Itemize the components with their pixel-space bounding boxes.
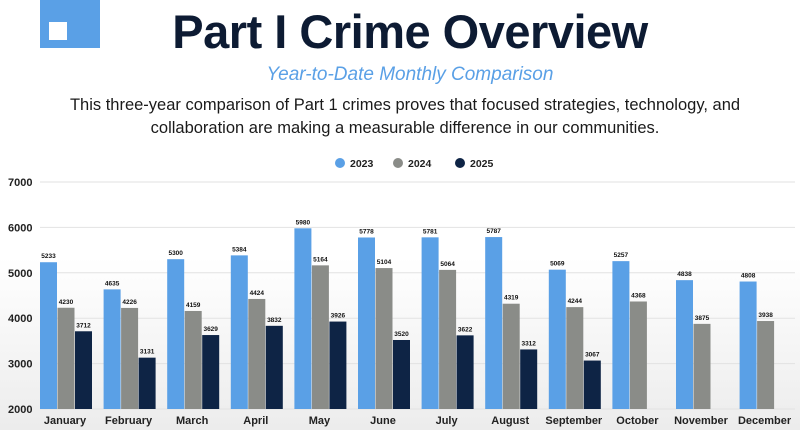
data-label: 3131: [140, 349, 155, 356]
data-label: 3712: [76, 322, 91, 329]
data-label: 4808: [741, 273, 756, 280]
x-tick-label: January: [44, 415, 87, 427]
bar-2024-october: [629, 301, 647, 409]
bar-2024-may: [311, 265, 329, 409]
data-label: 4159: [186, 302, 201, 309]
bar-2025-august: [520, 349, 538, 409]
data-label: 3926: [331, 313, 346, 320]
bar-2025-may: [329, 321, 347, 409]
bar-2023-june: [358, 237, 375, 409]
legend-marker-2023: [335, 158, 345, 168]
x-tick-label: November: [674, 415, 729, 427]
data-label: 5384: [232, 246, 247, 253]
bar-2024-june: [375, 268, 393, 409]
data-label: 5781: [423, 228, 438, 235]
legend-label-2023: 2023: [350, 158, 374, 170]
data-label: 5069: [550, 261, 565, 268]
legend-marker-2025: [455, 158, 465, 168]
data-label: 5787: [486, 228, 501, 235]
x-tick-label: March: [176, 415, 209, 427]
bar-2024-november: [693, 323, 711, 409]
bar-2023-november: [676, 280, 693, 409]
data-label: 3622: [458, 326, 473, 333]
bar-2024-april: [248, 298, 266, 409]
x-tick-label: May: [309, 415, 331, 427]
x-tick-label: August: [491, 415, 529, 427]
data-label: 4635: [105, 280, 120, 287]
y-tick-label: 2000: [8, 404, 32, 416]
data-label: 5778: [359, 228, 374, 235]
description: This three-year comparison of Part 1 cri…: [69, 96, 741, 137]
data-label: 5064: [440, 261, 455, 268]
data-label: 3832: [267, 317, 282, 324]
bar-2025-february: [138, 357, 156, 409]
y-tick-label: 5000: [8, 268, 32, 280]
bar-2023-february: [103, 289, 121, 409]
bar-2024-december: [757, 321, 775, 409]
data-label: 3875: [695, 315, 710, 322]
bar-2023-september: [548, 269, 566, 409]
x-tick-label: October: [616, 415, 659, 427]
logo-square: [40, 0, 100, 48]
x-tick-label: December: [738, 415, 792, 427]
bar-2023-may: [294, 228, 312, 409]
data-label: 5233: [41, 253, 56, 260]
y-tick-label: 4000: [8, 313, 32, 325]
page-title: Part I Crime Overview: [172, 5, 648, 58]
data-label: 4244: [568, 298, 583, 305]
data-label: 4319: [504, 295, 519, 302]
bar-2025-june: [393, 339, 410, 409]
bar-2024-september: [566, 307, 584, 409]
data-label: 5104: [377, 259, 392, 266]
bar-2023-march: [167, 259, 185, 409]
data-label: 4838: [677, 271, 692, 278]
page-subtitle: Year-to-Date Monthly Comparison: [266, 64, 554, 85]
bar-2025-january: [75, 331, 92, 409]
data-label: 4368: [631, 292, 646, 299]
bar-2024-august: [502, 303, 520, 409]
bar-2023-january: [40, 262, 57, 409]
x-tick-label: April: [243, 415, 268, 427]
data-label: 4230: [59, 299, 74, 306]
bar-2024-march: [184, 310, 202, 409]
y-tick-label: 7000: [8, 177, 32, 189]
data-label: 5300: [168, 250, 183, 257]
legend-label-2024: 2024: [408, 158, 432, 170]
bar-2025-march: [202, 335, 220, 409]
bar-2023-april: [230, 255, 248, 409]
data-label: 3312: [521, 340, 536, 347]
x-tick-label: June: [370, 415, 396, 427]
data-label: 3520: [394, 331, 409, 338]
legend-label-2025: 2025: [470, 158, 494, 170]
data-label: 3938: [758, 312, 773, 319]
bar-2025-september: [583, 360, 601, 409]
y-tick-label: 3000: [8, 359, 32, 371]
data-label: 5164: [313, 256, 328, 263]
bar-2023-august: [485, 237, 503, 409]
x-tick-label: July: [436, 415, 459, 427]
bar-2023-december: [739, 281, 757, 409]
x-tick-label: September: [545, 415, 603, 427]
legend-marker-2024: [393, 158, 403, 168]
bar-2025-april: [265, 325, 283, 409]
data-label: 5257: [614, 252, 629, 259]
data-label: 4226: [122, 299, 137, 306]
bar-2024-july: [439, 269, 457, 409]
bar-2023-july: [421, 237, 439, 409]
data-label: 5980: [296, 219, 311, 226]
bar-2024-january: [57, 307, 75, 409]
data-label: 4424: [250, 290, 265, 297]
data-label: 3629: [203, 326, 218, 333]
y-tick-label: 6000: [8, 222, 32, 234]
x-tick-label: February: [105, 415, 153, 427]
bar-2023-october: [612, 261, 630, 409]
bar-2024-february: [121, 307, 139, 409]
bar-2025-july: [456, 335, 474, 409]
data-label: 3067: [585, 352, 600, 359]
